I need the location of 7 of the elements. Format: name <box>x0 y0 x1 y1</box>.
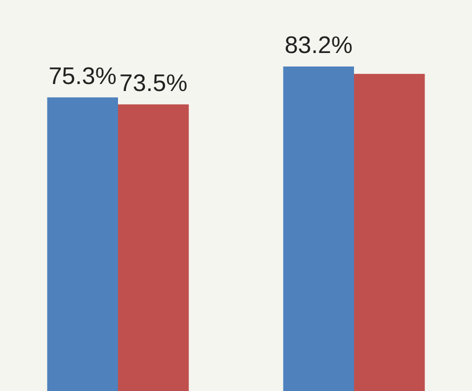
data-label: 75.3% <box>48 62 117 90</box>
data-label: 73.5% <box>119 70 188 97</box>
bar <box>283 66 354 391</box>
bar <box>118 104 189 391</box>
data-label: 83.2% <box>284 32 353 60</box>
bar <box>47 97 118 391</box>
bar <box>354 74 425 391</box>
